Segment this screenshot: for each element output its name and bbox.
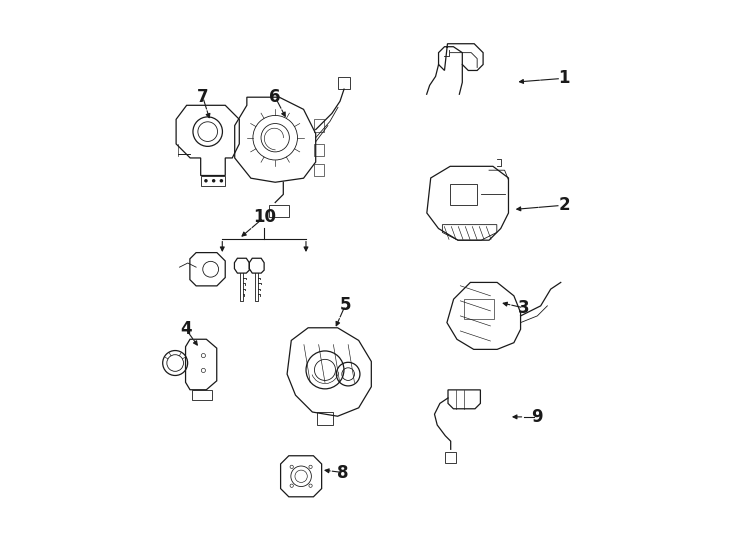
Text: 1: 1 [559, 69, 570, 87]
Text: 9: 9 [531, 408, 543, 426]
Circle shape [204, 179, 208, 183]
Circle shape [219, 179, 223, 183]
Text: 10: 10 [253, 208, 276, 226]
Text: 8: 8 [337, 463, 349, 482]
Text: 6: 6 [269, 88, 281, 106]
Text: 7: 7 [197, 88, 208, 106]
Circle shape [212, 179, 215, 183]
Text: 4: 4 [181, 320, 192, 339]
Text: 2: 2 [559, 196, 570, 214]
Text: 3: 3 [517, 299, 529, 317]
Text: 5: 5 [340, 296, 351, 314]
